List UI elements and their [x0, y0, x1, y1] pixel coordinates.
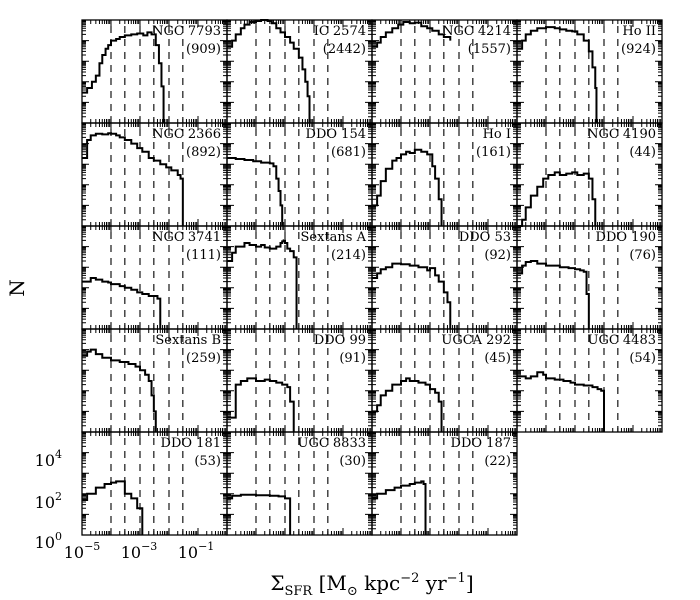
- panel-ugca-292: UGCA 292 (45): [371, 328, 518, 433]
- panel-galaxy-name: IC 2574: [314, 24, 366, 39]
- panel-galaxy-name: Ho II: [622, 24, 656, 39]
- histogram-series-18: [372, 480, 427, 535]
- histogram-series-16: [82, 480, 144, 535]
- panel-galaxy-name: UGC 8833: [297, 436, 366, 451]
- panel-ticks: [81, 431, 228, 536]
- panel-ddo-53: DDO 53 (92): [371, 225, 518, 330]
- histogram-series-14: [372, 377, 443, 432]
- histogram-series-1: [227, 19, 311, 123]
- panel-galaxy-name: DDO 53: [459, 230, 511, 245]
- panel-galaxy-name: DDO 181: [161, 436, 221, 451]
- x-tick-label-1: 10−3: [121, 540, 158, 562]
- panel-ticks: [516, 328, 663, 433]
- panel-galaxy-name: NGC 7793: [152, 24, 221, 39]
- panel-ngc-4190: NGC 4190 (44): [516, 122, 663, 227]
- panel-count: (924): [621, 42, 656, 57]
- panel-count: (53): [194, 454, 221, 469]
- panel-count: (91): [339, 351, 366, 366]
- histogram-series-11: [517, 260, 590, 329]
- panel-count: (892): [186, 145, 221, 160]
- panel-galaxy-name: Sextans A: [301, 230, 367, 245]
- panel-count: (54): [629, 351, 656, 366]
- histogram-series-10: [372, 262, 452, 329]
- panel-galaxy-name: DDO 190: [596, 230, 656, 245]
- panel-count: (2442): [323, 42, 366, 57]
- panel-galaxy-name: DDO 99: [314, 333, 366, 348]
- panel-ddo-190: DDO 190 (76): [516, 225, 663, 330]
- panel-count: (161): [476, 145, 511, 160]
- panel-galaxy-name: DDO 187: [451, 436, 511, 451]
- panel-count: (111): [186, 248, 221, 263]
- panel-ddo-181: DDO 181 (53): [81, 431, 228, 536]
- histogram-series-0: [82, 31, 165, 123]
- histogram-series-2: [372, 21, 452, 48]
- panel-ho-ii: Ho II (924): [516, 19, 663, 124]
- histogram-series-12: [82, 348, 157, 432]
- panel-count: (681): [331, 145, 366, 160]
- panel-count: (76): [629, 248, 656, 263]
- panel-ddo-99: DDO 99 (91): [226, 328, 373, 433]
- histogram-series-4: [82, 132, 184, 226]
- y-tick-labels: 104 102 100: [35, 448, 62, 552]
- panel-ngc-3741: NGC 3741 (111): [81, 225, 228, 330]
- panel-galaxy-name: NGC 3741: [152, 230, 221, 245]
- panel-galaxy-name: NGC 4214: [442, 24, 511, 39]
- panel-count: (22): [484, 454, 511, 469]
- panel-ddo-154: DDO 154 (681): [226, 122, 373, 227]
- y-tick-label-2: 104: [35, 448, 62, 470]
- panel-ugc-4483: UGC 4483 (54): [516, 328, 663, 433]
- y-axis-title: N: [5, 279, 29, 297]
- x-axis-title: ΣSFR [M⊙ kpc−2 yr−1]: [270, 571, 473, 599]
- histogram-series-9: [227, 239, 298, 329]
- panel-count: (30): [339, 454, 366, 469]
- histogram-series-15: [517, 371, 605, 432]
- histogram-series-7: [517, 171, 597, 227]
- tick-marks: [516, 328, 663, 433]
- panel-count: (1557): [468, 42, 511, 57]
- panel-sextans-b: Sextans B (259): [81, 328, 228, 433]
- histogram-series-17: [227, 493, 292, 535]
- x-tick-label-2: 10−1: [178, 540, 215, 562]
- panel-ngc-4214: NGC 4214 (1557): [371, 19, 518, 124]
- panel-ticks: [226, 431, 373, 536]
- panel-ddo-187: DDO 187 (22): [371, 431, 518, 536]
- tick-marks: [226, 431, 373, 536]
- histogram-series-5: [227, 157, 284, 226]
- y-tick-label-0: 100: [35, 530, 62, 552]
- panel-galaxy-name: UGC 4483: [587, 333, 656, 348]
- panels-layer: NGC 7793 (909) IC 2574 (2442) NGC 4214 (1557)…: [81, 19, 663, 536]
- panel-sextans-a: Sextans A (214): [226, 225, 373, 330]
- panel-ugc-8833: UGC 8833 (30): [226, 431, 373, 536]
- panel-galaxy-name: NGC 2366: [152, 127, 221, 142]
- panel-ho-i: Ho I (161): [371, 122, 518, 227]
- panel-count: (214): [331, 248, 366, 263]
- panel-galaxy-name: NGC 4190: [587, 127, 656, 142]
- panel-count: (45): [484, 351, 511, 366]
- panel-ngc-7793: NGC 7793 (909): [81, 19, 228, 124]
- histogram-series-3: [517, 26, 598, 123]
- histogram-series-6: [372, 148, 443, 226]
- panel-count: (259): [186, 351, 221, 366]
- panel-ic-2574: IC 2574 (2442): [226, 19, 373, 124]
- tick-marks: [81, 431, 228, 536]
- panel-galaxy-name: Sextans B: [155, 333, 221, 348]
- histogram-series-8: [82, 276, 162, 329]
- panel-ngc-2366: NGC 2366 (892): [81, 122, 228, 227]
- panel-galaxy-name: Ho I: [483, 127, 511, 142]
- panel-galaxy-name: DDO 154: [306, 127, 366, 142]
- x-tick-label-0: 10−5: [64, 540, 101, 562]
- histogram-series-13: [227, 377, 295, 432]
- x-tick-labels: 10−5 10−3 10−1: [64, 540, 215, 562]
- panel-count: (909): [186, 42, 221, 57]
- panel-count: (92): [484, 248, 511, 263]
- panel-count: (44): [629, 145, 656, 160]
- y-tick-label-1: 102: [35, 490, 62, 512]
- panel-galaxy-name: UGCA 292: [441, 333, 511, 348]
